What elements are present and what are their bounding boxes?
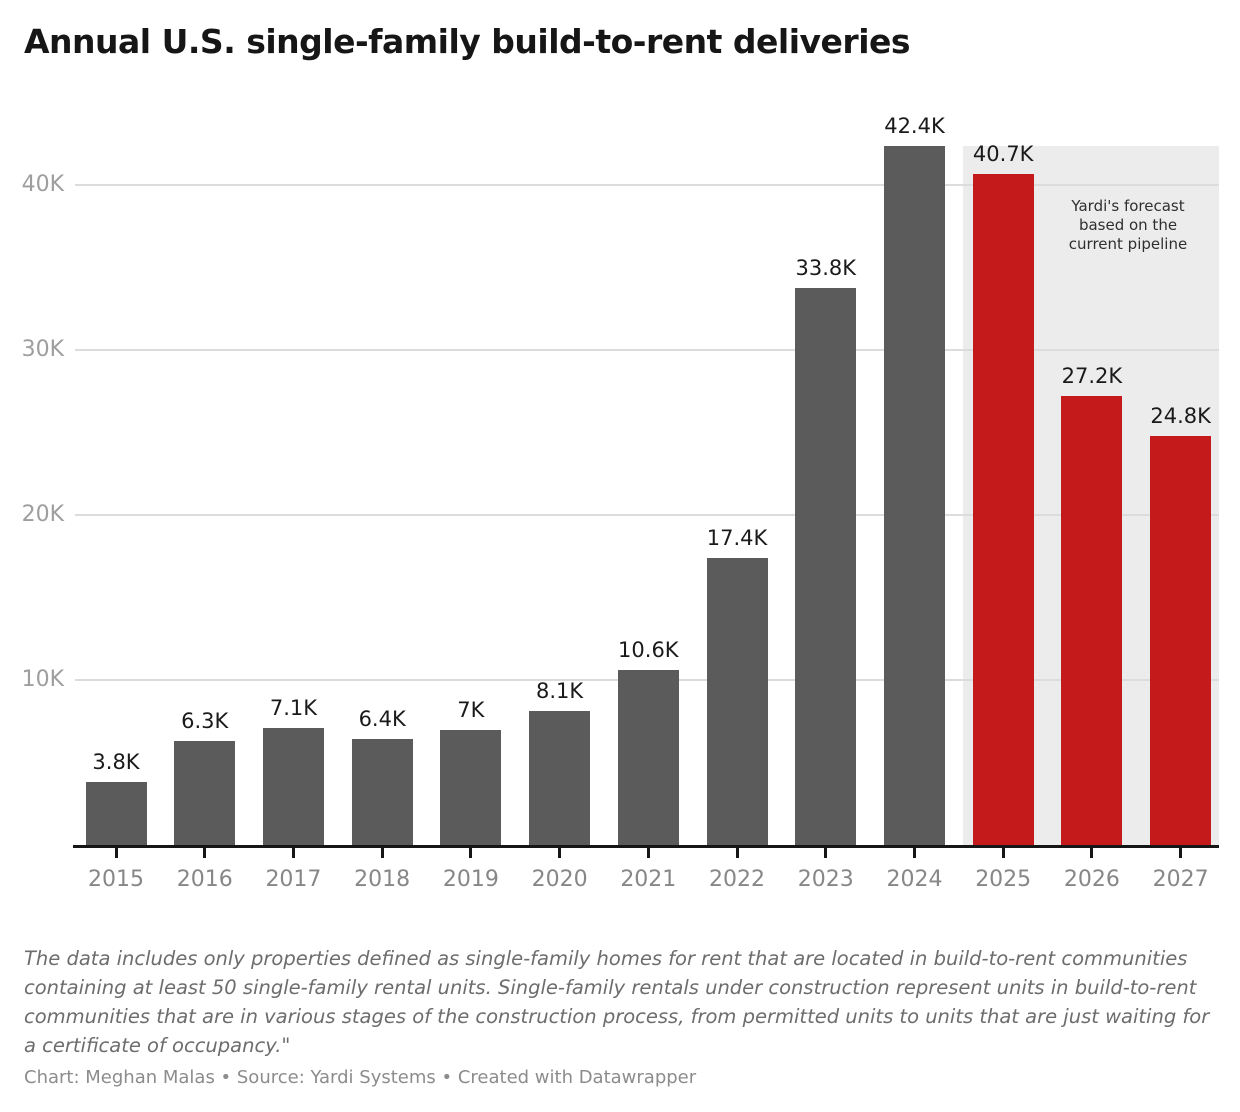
bar-2019 [440,729,502,845]
x-tick-label-2023: 2023 [797,867,854,892]
x-tick-label-2016: 2016 [176,867,233,892]
bar-2023 [795,287,857,845]
y-tick-label-10K: 10K [21,667,64,693]
value-label-2027: 24.8K [1150,404,1211,429]
bar-2020 [529,711,591,845]
x-axis-tick-2016 [203,848,207,858]
x-axis-tick-2021 [646,848,650,858]
gridline-40K [75,184,1219,187]
forecast-annotation-text: Yardi's forecast based on the current pi… [1068,197,1188,253]
value-label-2019: 7K [457,697,485,722]
chart-byline: Chart: Meghan Malas • Source: Yardi Syst… [24,1067,697,1088]
value-label-2024: 42.4K [884,113,945,138]
bar-2026 [1061,396,1123,845]
bar-2018 [351,739,413,845]
bar-2016 [174,741,236,845]
x-tick-label-2025: 2025 [975,867,1032,892]
x-axis-tick-2022 [735,848,739,858]
x-tick-label-2019: 2019 [442,867,499,892]
x-axis-tick-2027 [1179,848,1183,858]
x-axis-tick-2023 [824,848,828,858]
value-label-2023: 33.8K [795,255,857,280]
value-label-2020: 8.1K [536,679,584,704]
x-axis-tick-2026 [1090,848,1094,858]
y-tick-label-30K: 30K [21,337,64,363]
value-label-2017: 7.1K [269,695,318,720]
bar-2024 [883,145,945,845]
x-tick-label-2027: 2027 [1152,867,1209,892]
x-tick-label-2015: 2015 [88,867,144,892]
chart-title: Annual U.S. single-family build-to-rent … [24,22,911,61]
x-tick-label-2017: 2017 [265,867,322,892]
value-label-2015: 3.8K [92,750,140,775]
y-tick-label-40K: 40K [21,172,64,198]
bar-2017 [262,727,324,845]
x-axis-tick-2017 [291,848,295,858]
x-tick-label-2020: 2020 [531,867,588,892]
y-tick-label-20K: 20K [21,502,64,528]
x-tick-label-2018: 2018 [354,867,411,892]
x-axis-tick-2025 [1001,848,1005,858]
chart-notes: The data includes only properties define… [24,947,1210,1057]
value-label-2016: 6.3K [181,709,229,734]
bar-2025 [972,173,1034,845]
x-tick-label-2022: 2022 [709,867,766,892]
bar-2021 [617,670,679,845]
gridline-30K [75,349,1219,352]
x-tick-label-2021: 2021 [620,867,677,892]
value-label-2025: 40.7K [972,141,1034,166]
x-axis-line [73,845,1219,848]
value-label-2022: 17.4K [706,526,768,551]
x-axis-tick-2024 [912,848,916,858]
x-tick-label-2024: 2024 [886,867,943,892]
gridline-20K [75,514,1219,517]
x-axis-tick-2019 [469,848,473,858]
x-axis-tick-2020 [558,848,562,858]
x-axis-tick-2018 [380,848,384,858]
value-label-2018: 6.4K [358,707,406,732]
value-label-2021: 10.6K [618,638,679,663]
bar-2015 [85,782,147,845]
bar-2022 [706,558,768,845]
bar-2027 [1150,436,1212,845]
x-axis-tick-2015 [114,848,118,858]
x-tick-label-2026: 2026 [1063,867,1120,892]
value-label-2026: 27.2K [1061,364,1123,389]
